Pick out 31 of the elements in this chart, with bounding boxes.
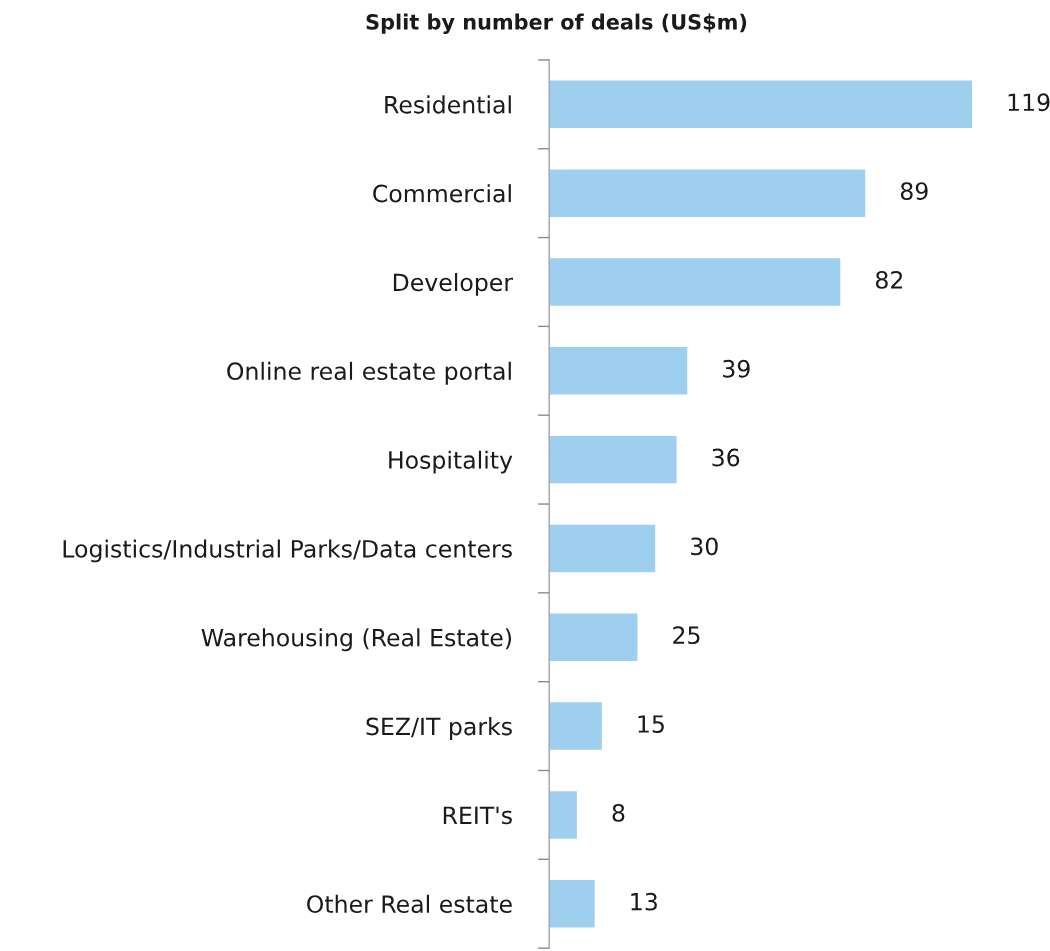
y-tick-label: Residential bbox=[385, 95, 511, 114]
y-tick-label: Commercial bbox=[373, 184, 511, 203]
data-label: 13 bbox=[631, 892, 657, 911]
data-label: 82 bbox=[875, 270, 903, 289]
data-label: 15 bbox=[638, 715, 664, 733]
y-tick-label: SEZ/IT parks bbox=[366, 717, 512, 740]
chart-title: Split by number of deals (US$m) bbox=[366, 13, 747, 34]
y-tick-label: Warehousing (Real Estate) bbox=[201, 628, 512, 652]
bar bbox=[549, 612, 639, 663]
bar bbox=[549, 878, 597, 929]
data-label: 30 bbox=[691, 537, 718, 556]
data-label: 36 bbox=[712, 448, 740, 467]
bar bbox=[549, 345, 689, 396]
bar bbox=[549, 256, 842, 308]
data-label: 119 bbox=[1008, 93, 1050, 112]
data-label: 25 bbox=[673, 626, 700, 645]
bar bbox=[549, 789, 579, 841]
bar bbox=[549, 523, 657, 574]
data-label: 39 bbox=[723, 359, 750, 378]
y-tick-label: Other Real estate bbox=[307, 894, 512, 914]
bar bbox=[549, 168, 867, 219]
data-label: 89 bbox=[900, 182, 928, 200]
y-tick-label: Hospitality bbox=[389, 450, 513, 474]
y-tick-label: Online real estate portal bbox=[227, 361, 511, 385]
bar bbox=[549, 700, 604, 752]
data-label: 8 bbox=[612, 803, 625, 822]
bar bbox=[549, 79, 974, 130]
y-tick-label: Logistics/Industrial Parks/Data centers bbox=[63, 539, 512, 563]
y-tick-label: Developer bbox=[393, 273, 514, 296]
bar bbox=[549, 434, 678, 485]
y-tick-label: REIT's bbox=[443, 806, 512, 825]
